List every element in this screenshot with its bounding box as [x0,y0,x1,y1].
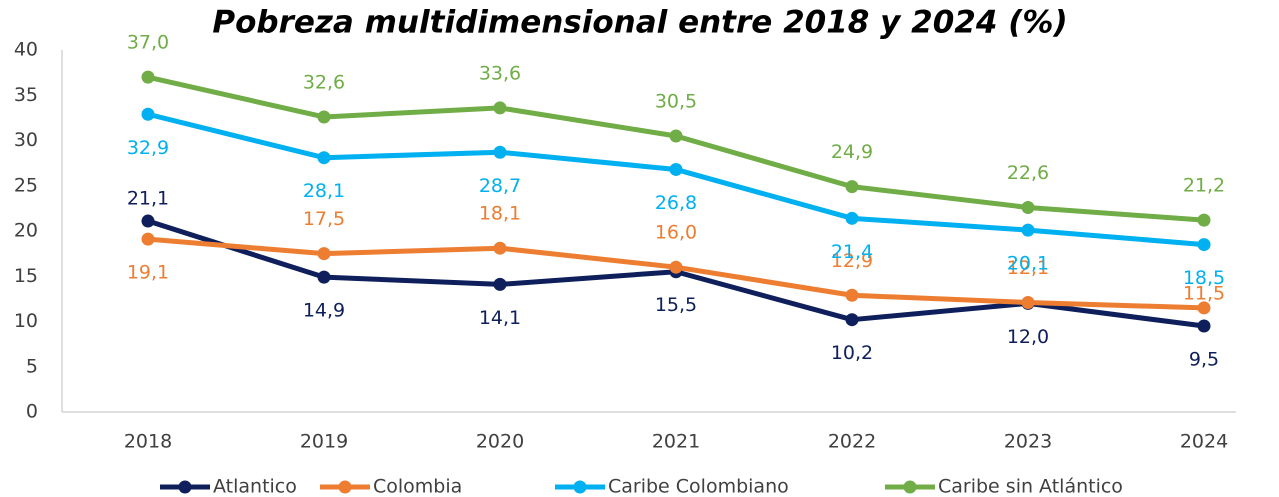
legend-marker [573,480,587,494]
x-tick-label: 2021 [652,431,700,453]
legend-label: Atlantico [213,476,297,497]
data-point [141,107,155,121]
data-point [1197,301,1211,315]
x-tick-label: 2020 [476,431,524,453]
data-point [317,270,331,284]
y-tick-label: 35 [14,84,38,106]
y-tick-label: 15 [14,265,38,287]
data-point [141,214,155,228]
data-point [493,241,507,255]
data-point [141,232,155,246]
data-label: 28,7 [479,175,521,197]
data-point [493,277,507,291]
data-label: 16,0 [655,222,697,244]
y-tick-label: 0 [26,401,38,423]
data-label: 21,4 [831,241,873,263]
legend-marker [903,480,917,494]
data-point [1021,223,1035,237]
data-label: 26,8 [655,192,697,214]
data-point [1197,238,1211,252]
data-point [317,110,331,124]
data-label: 30,5 [655,90,697,112]
data-label: 24,9 [831,141,873,163]
legend-marker [338,480,352,494]
data-label: 9,5 [1189,349,1219,371]
data-label: 18,1 [479,203,521,225]
data-label: 14,1 [479,307,521,329]
data-label: 37,0 [127,32,169,54]
data-point [1021,295,1035,309]
data-point [845,180,859,194]
y-tick-label: 20 [14,220,38,242]
data-point [1197,213,1211,227]
y-tick-label: 40 [14,39,38,61]
data-point [669,260,683,274]
data-label: 11,5 [1183,282,1225,304]
data-point [845,211,859,225]
data-label: 28,1 [303,180,345,202]
legend-label: Colombia [373,476,462,497]
data-label: 12,9 [831,250,873,272]
data-label: 33,6 [479,62,521,84]
data-label: 12,0 [1007,326,1049,348]
data-point [1021,200,1035,214]
data-label: 19,1 [127,262,169,284]
data-label: 21,2 [1183,175,1225,197]
data-label: 21,1 [127,188,169,210]
chart-title: Pobreza multidimensional entre 2018 y 20… [212,5,1067,41]
data-point [845,313,859,327]
data-label: 32,6 [303,71,345,93]
x-tick-label: 2019 [300,431,348,453]
data-label: 18,5 [1183,267,1225,289]
data-point [493,145,507,159]
data-point [669,129,683,143]
data-label: 17,5 [303,208,345,230]
x-tick-label: 2022 [828,431,876,453]
data-label: 15,5 [655,294,697,316]
x-tick-label: 2023 [1004,431,1052,453]
data-point [317,151,331,165]
x-tick-label: 2018 [124,431,172,453]
data-label: 22,6 [1007,162,1049,184]
data-point [317,247,331,261]
y-tick-label: 30 [14,129,38,151]
x-tick-label: 2024 [1180,431,1228,453]
data-point [141,70,155,84]
data-point [1197,319,1211,333]
legend-marker [178,480,192,494]
data-point [669,162,683,176]
legend-label: Caribe Colombiano [608,476,789,497]
data-label: 10,2 [831,342,873,364]
legend-label: Caribe sin Atlántico [938,476,1123,497]
data-label: 32,9 [127,137,169,159]
data-label: 14,9 [303,300,345,322]
data-label: 12,1 [1007,257,1049,279]
data-point [493,101,507,115]
y-tick-label: 25 [14,174,38,196]
data-label: 20,1 [1007,253,1049,275]
data-point [845,288,859,302]
y-tick-label: 5 [26,355,38,377]
y-tick-label: 10 [14,310,38,332]
